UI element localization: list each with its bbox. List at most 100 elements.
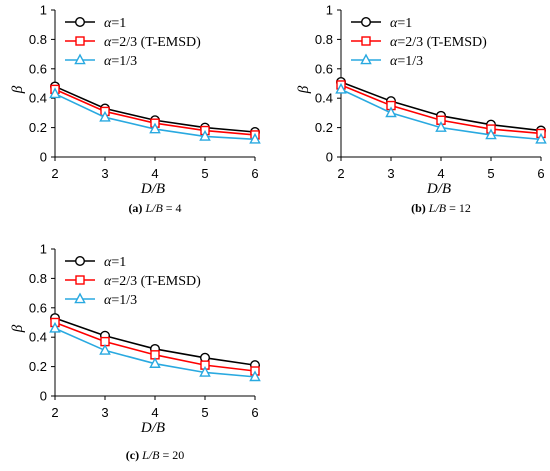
y-axis-label: β (10, 85, 26, 94)
data-point (335, 82, 347, 94)
legend-symbol: α (390, 16, 398, 31)
x-tick-label: 6 (251, 166, 258, 181)
y-tick-label: 0.6 (29, 300, 47, 315)
y-tick-label: 0 (40, 150, 47, 165)
legend-marker (74, 256, 85, 267)
y-tick-label: 0.2 (29, 120, 47, 135)
legend-suffix: =2/3 (T-EMSD) (111, 35, 201, 50)
legend-symbol: α (390, 35, 398, 50)
y-tick-label: 0.6 (29, 61, 47, 76)
caption-variable: L/B (144, 201, 163, 215)
series-3 (335, 82, 547, 144)
panel-caption: (c) L/B = 20 (126, 448, 184, 462)
data-point (149, 357, 161, 368)
data-point (99, 343, 111, 355)
legend-entry: α=1 (104, 255, 126, 270)
data-point (435, 121, 447, 132)
data-point (385, 106, 397, 118)
caption-variable: L/B (428, 201, 447, 215)
y-tick-label: 0.4 (315, 91, 333, 106)
y-tick-label: 0.8 (29, 32, 47, 47)
data-point (249, 132, 261, 144)
legend-marker (74, 17, 85, 28)
y-tick-label: 0 (40, 389, 47, 404)
caption-value: = 12 (446, 201, 471, 215)
x-tick-label: 4 (437, 166, 444, 181)
legend-suffix: =1/3 (397, 54, 423, 69)
caption-letter: (c) (126, 448, 142, 462)
y-tick-label: 0 (326, 150, 333, 165)
y-tick-label: 0.2 (315, 120, 333, 135)
x-tick-label: 3 (101, 166, 108, 181)
legend-symbol: α (104, 54, 112, 69)
legend-suffix: =1/3 (111, 293, 137, 308)
legend-entry: α=1 (104, 16, 126, 31)
legend-entry: α=2/3 (T-EMSD) (104, 35, 201, 50)
legend-marker (74, 53, 86, 65)
x-tick-label: 3 (387, 166, 394, 181)
legend-entry: α=1/3 (390, 54, 423, 69)
y-tick-label: 1 (326, 3, 333, 18)
legend-marker (74, 292, 86, 304)
legend: α=1α=2/3 (T-EMSD)α=1/3 (351, 16, 487, 69)
legend-suffix: =1/3 (111, 54, 137, 69)
y-tick-label: 1 (40, 3, 47, 18)
legend-entry: α=1/3 (104, 293, 137, 308)
data-point (249, 370, 261, 382)
legend-symbol: α (104, 274, 112, 289)
legend-entry: α=1 (390, 16, 412, 31)
legend-suffix: =1 (111, 16, 126, 31)
legend-marker (75, 275, 85, 285)
legend-suffix: =1 (397, 16, 412, 31)
data-point (199, 365, 211, 377)
legend-symbol: α (104, 35, 112, 50)
caption-letter: (b) (411, 201, 429, 215)
x-axis-label: D/B (140, 420, 165, 436)
y-axis-label: β (296, 85, 312, 94)
legend-symbol: α (104, 16, 112, 31)
x-tick-label: 5 (201, 405, 208, 420)
x-axis-label: D/B (140, 181, 165, 197)
chart-panel-3: 00.20.40.60.812 3 4 5 6D/Bβα=1α=2/3 (T-EMSD)… (10, 242, 261, 462)
chart-panel-2: 00.20.40.60.812 3 4 5 6D/Bβα=1α=2/3 (T-EMSD)… (296, 3, 547, 215)
legend-suffix: =2/3 (T-EMSD) (397, 35, 487, 50)
caption-value: = 4 (163, 201, 182, 215)
y-tick-label: 0.4 (29, 91, 47, 106)
legend-entry: α=2/3 (T-EMSD) (104, 274, 201, 289)
legend-entry: α=2/3 (T-EMSD) (390, 35, 487, 50)
x-tick-label: 4 (151, 405, 158, 420)
legend-marker (361, 17, 372, 28)
legend: α=1α=2/3 (T-EMSD)α=1/3 (65, 16, 201, 69)
panel-caption: (b) L/B = 12 (411, 201, 471, 215)
y-tick-label: 0.4 (29, 330, 47, 345)
data-point (199, 129, 211, 141)
series-3 (49, 321, 261, 382)
y-axis-label: β (10, 324, 26, 333)
y-tick-label: 0.2 (29, 359, 47, 374)
legend-marker (361, 36, 371, 46)
x-tick-label: 6 (251, 405, 258, 420)
series-3 (49, 87, 261, 144)
x-tick-label: 2 (337, 166, 344, 181)
panel-caption: (a) L/B = 4 (128, 201, 181, 215)
x-tick-label: 4 (151, 166, 158, 181)
legend-suffix: =1 (111, 255, 126, 270)
x-tick-label: 2 (51, 405, 58, 420)
caption-variable: L/B (141, 448, 160, 462)
legend-suffix: =2/3 (T-EMSD) (111, 274, 201, 289)
x-tick-label: 6 (537, 166, 544, 181)
legend-entry: α=1/3 (104, 54, 137, 69)
x-tick-label: 3 (101, 405, 108, 420)
x-tick-label: 5 (201, 166, 208, 181)
caption-value: = 20 (159, 448, 184, 462)
x-tick-label: 5 (487, 166, 494, 181)
legend-marker (75, 36, 85, 46)
x-axis-label: D/B (426, 181, 451, 197)
caption-letter: (a) (128, 201, 145, 215)
y-tick-label: 0.8 (315, 32, 333, 47)
legend-symbol: α (104, 255, 112, 270)
chart-panel-1: 00.20.40.60.812 3 4 5 6D/Bβα=1α=2/3 (T-EMSD)… (10, 3, 261, 215)
legend: α=1α=2/3 (T-EMSD)α=1/3 (65, 255, 201, 308)
y-tick-label: 0.8 (29, 271, 47, 286)
